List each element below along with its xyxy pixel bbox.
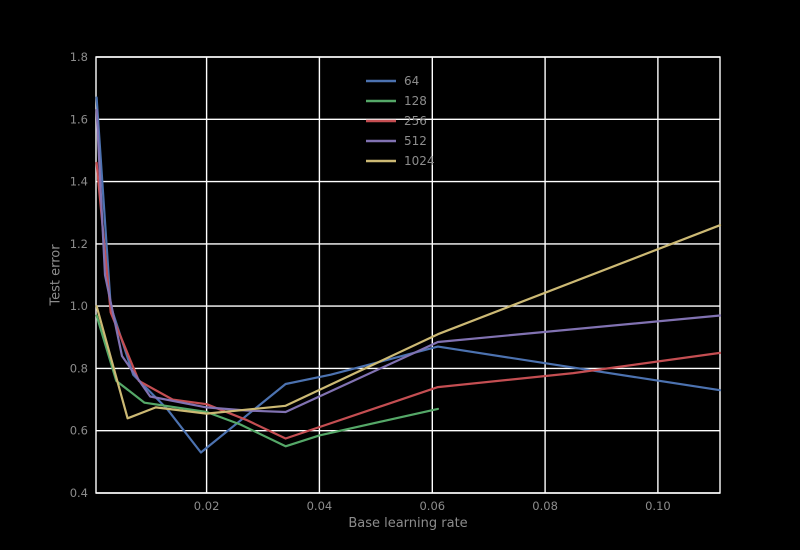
- series-line-128: [95, 314, 439, 448]
- x-axis-label: Base learning rate: [348, 516, 468, 531]
- series-line-256: [95, 161, 722, 440]
- y-axis-label: Test error: [48, 244, 64, 306]
- y-tick-label: 0.6: [70, 424, 88, 438]
- series-line-512: [95, 108, 722, 414]
- x-tick-label: 0.06: [419, 499, 445, 513]
- x-tick-label: 0.08: [532, 499, 558, 513]
- y-tick-label: 1.2: [70, 237, 88, 251]
- legend-label-128: 128: [404, 94, 427, 108]
- y-tick-label: 0.4: [70, 486, 88, 500]
- y-tick-label: 1.8: [70, 50, 88, 64]
- series-line-64: [95, 96, 722, 454]
- x-tick-label: 0.02: [194, 499, 220, 513]
- y-tick-label: 1.0: [70, 299, 88, 313]
- x-tick-label: 0.04: [307, 499, 333, 513]
- legend-label-64: 64: [404, 74, 419, 88]
- y-tick-label: 1.4: [70, 175, 88, 189]
- legend-label-512: 512: [404, 134, 427, 148]
- series-line-1024: [95, 224, 722, 420]
- plot-border: [95, 56, 721, 494]
- y-tick-label: 0.8: [70, 361, 88, 375]
- legend-label-1024: 1024: [404, 154, 435, 168]
- x-tick-label: 0.10: [645, 499, 671, 513]
- y-tick-label: 1.6: [70, 112, 88, 126]
- legend-label-256: 256: [404, 114, 427, 128]
